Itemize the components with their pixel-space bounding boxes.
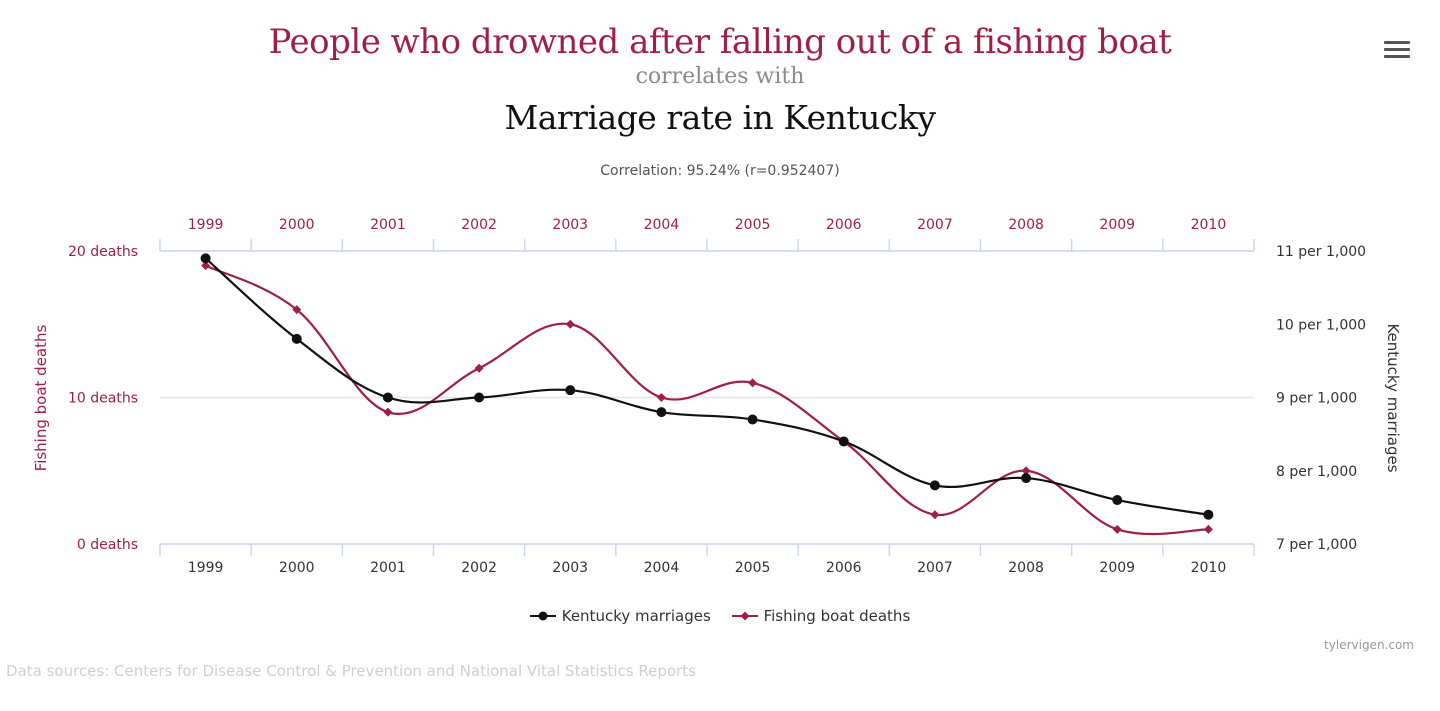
grid-layer [160, 250, 1254, 545]
data-point-kentucky-marriages [1112, 495, 1123, 506]
data-point-fishing-boat-deaths [656, 393, 666, 402]
data-point-fishing-boat-deaths [1203, 524, 1213, 534]
top-x-tick-label: 2004 [644, 217, 680, 233]
bottom-x-tick-label: 2006 [826, 560, 862, 576]
data-point-kentucky-marriages [382, 392, 393, 403]
top-x-tick-label: 2007 [917, 217, 953, 233]
axis-layer [159, 239, 1255, 556]
data-point-fishing-boat-deaths [201, 261, 211, 271]
legend-item-fishing-boat-deaths[interactable]: Fishing boat deaths [731, 607, 911, 625]
data-point-kentucky-marriages [565, 385, 576, 396]
bottom-x-tick-label: 2009 [1099, 560, 1135, 576]
right-axis-tick-label: 9 per 1,000 [1276, 391, 1357, 407]
data-point-kentucky-marriages [929, 480, 940, 491]
data-point-kentucky-marriages [1203, 509, 1214, 520]
bottom-x-tick-label: 2005 [735, 560, 771, 576]
data-point-fishing-boat-deaths [748, 378, 758, 388]
top-x-tick-label: 2000 [279, 217, 315, 233]
left-axis-tick-label: 10 deaths [68, 391, 138, 407]
bottom-x-tick-label: 2004 [644, 560, 680, 576]
correlation-subtitle: Correlation: 95.24% (r=0.952407) [600, 163, 840, 179]
top-x-tick-label: 2001 [370, 217, 406, 233]
bottom-x-tick-label: 2002 [461, 560, 497, 576]
data-point-fishing-boat-deaths [930, 510, 940, 520]
hamburger-menu-icon[interactable] [1384, 41, 1410, 63]
left-axis-title: Fishing boat deaths [32, 324, 50, 471]
top-x-tick-label: 2008 [1008, 217, 1044, 233]
left-axis-tick-label: 0 deaths [77, 537, 138, 553]
data-point-fishing-boat-deaths [474, 363, 484, 373]
data-point-fishing-boat-deaths [1112, 524, 1122, 534]
data-point-fishing-boat-deaths [1021, 466, 1031, 476]
top-x-tick-label: 2009 [1099, 217, 1135, 233]
legend: Kentucky marriages Fishing boat deaths [0, 607, 1440, 626]
top-x-tick-label: 2005 [735, 217, 771, 233]
data-point-kentucky-marriages [291, 333, 302, 344]
bottom-x-tick-label: 2003 [552, 560, 588, 576]
top-x-tick-label: 2006 [826, 217, 862, 233]
series-layer [200, 253, 1214, 536]
chart-title-secondary: Marriage rate in Kentucky [504, 98, 936, 137]
chart-title-primary: People who drowned after falling out of … [268, 22, 1172, 62]
data-point-kentucky-marriages [838, 436, 849, 447]
right-axis-tick-label: 7 per 1,000 [1276, 537, 1357, 553]
data-point-kentucky-marriages [200, 253, 211, 264]
data-point-kentucky-marriages [474, 392, 485, 403]
bottom-x-tick-label: 2010 [1191, 560, 1227, 576]
top-x-tick-label: 2003 [552, 217, 588, 233]
top-x-tick-label: 1999 [188, 217, 224, 233]
data-point-fishing-boat-deaths [292, 305, 302, 315]
line-chart: 20 deaths 10 deaths 0 deaths 11 per 1,000 10… [32, 217, 1402, 576]
bottom-x-tick-label: 2001 [370, 560, 406, 576]
right-axis-title: Kentucky marriages [1384, 323, 1402, 472]
label-layer: 20 deaths 10 deaths 0 deaths 11 per 1,000 10… [32, 217, 1402, 576]
menu-bar [1384, 41, 1410, 44]
bottom-x-tick-label: 1999 [188, 560, 224, 576]
data-point-fishing-boat-deaths [383, 407, 393, 417]
right-axis-tick-label: 11 per 1,000 [1276, 244, 1366, 260]
legend-item-kentucky-marriages[interactable]: Kentucky marriages [529, 607, 711, 625]
top-x-tick-label: 2002 [461, 217, 497, 233]
legend-marker-circle-icon [529, 611, 556, 621]
data-point-kentucky-marriages [656, 407, 667, 418]
right-axis-tick-label: 10 per 1,000 [1276, 317, 1366, 333]
bottom-x-tick-label: 2000 [279, 560, 315, 576]
legend-label: Fishing boat deaths [763, 607, 911, 625]
menu-bar [1384, 48, 1410, 51]
bottom-x-tick-label: 2008 [1008, 560, 1044, 576]
legend-label: Kentucky marriages [561, 607, 711, 625]
top-x-tick-label: 2010 [1191, 217, 1227, 233]
data-point-fishing-boat-deaths [565, 319, 575, 329]
series-line-fishing-boat-deaths [205, 264, 1209, 536]
legend-marker-diamond-icon [731, 611, 758, 621]
credit-link[interactable]: tylervigen.com [1324, 638, 1414, 652]
data-sources-note: Data sources: Centers for Disease Contro… [6, 662, 696, 680]
menu-bar [1384, 55, 1410, 58]
data-point-kentucky-marriages [747, 414, 758, 425]
bottom-x-tick-label: 2007 [917, 560, 953, 576]
data-point-kentucky-marriages [1021, 473, 1032, 484]
left-axis-tick-label: 20 deaths [68, 244, 138, 260]
right-axis-tick-label: 8 per 1,000 [1276, 464, 1357, 480]
chart-title-connector: correlates with [635, 64, 805, 89]
